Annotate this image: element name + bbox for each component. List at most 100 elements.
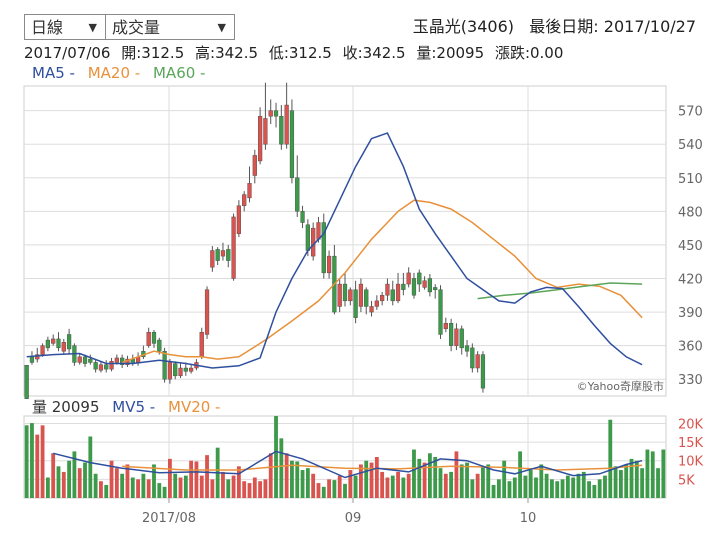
indicator-select-value: 成交量 — [112, 18, 161, 37]
candle-body — [114, 357, 119, 363]
last-date-label: 最後日期: — [529, 17, 599, 36]
volume-bar — [380, 471, 385, 498]
candle-body — [77, 356, 82, 363]
candle-body — [369, 306, 374, 313]
legend-volume: 量 20095 — [32, 398, 100, 416]
volume-bar — [247, 483, 252, 498]
candle-body — [449, 323, 454, 346]
volume-bar — [374, 457, 379, 498]
volume-bar — [417, 458, 422, 498]
candle-body — [300, 211, 305, 223]
volume-bar — [40, 425, 45, 498]
candle-body — [427, 278, 433, 293]
legend-ma20: MA20 - — [87, 64, 141, 82]
volume-bar — [109, 460, 114, 498]
candle-body — [263, 118, 268, 145]
candle-body — [326, 255, 332, 274]
candle-body — [252, 155, 257, 176]
price-tick-label: 480 — [678, 205, 703, 220]
candle-body — [226, 249, 231, 261]
volume-bar — [157, 483, 162, 498]
volume-bar — [592, 484, 597, 498]
volume-bar — [348, 470, 353, 498]
volume-bar — [236, 466, 241, 498]
volume-bar — [475, 473, 480, 498]
volume-bar — [454, 451, 459, 498]
volume-bar — [67, 460, 72, 498]
volume-bar — [396, 471, 400, 498]
candle-body — [98, 364, 104, 371]
volume-bar — [470, 479, 475, 498]
volume-bar — [364, 460, 369, 498]
ohlc-high: 高:342.5 — [195, 44, 259, 62]
volume-bar — [433, 457, 438, 498]
volume-bar — [141, 473, 146, 498]
candle-body — [220, 250, 226, 257]
volume-bar — [603, 475, 607, 498]
volume-bar — [523, 475, 528, 498]
volume-bar — [486, 464, 491, 498]
candle-body — [157, 339, 162, 352]
volume-bar — [152, 464, 156, 498]
price-tick-label: 570 — [678, 105, 703, 120]
candle-body — [321, 222, 326, 274]
period-select-value: 日線 — [31, 18, 64, 37]
candle-body — [210, 250, 215, 268]
volume-bar — [613, 466, 618, 498]
mv20-line — [122, 464, 643, 471]
volume-bar — [290, 460, 294, 498]
ma60-line — [477, 282, 643, 300]
volume-bar — [550, 479, 554, 498]
volume-bar — [231, 475, 236, 498]
candle-body — [40, 345, 45, 355]
price-tick-label: 330 — [678, 373, 703, 388]
volume-bar — [316, 483, 321, 498]
legend-mv5: MV5 - — [112, 398, 156, 416]
volume-bar — [205, 455, 209, 498]
volume-bar — [565, 475, 570, 498]
volume-bar — [629, 458, 634, 498]
price-tick-label: 390 — [678, 306, 703, 321]
x-tick-label: 2017/08 — [142, 511, 196, 526]
candle-body — [24, 365, 29, 399]
legend-ma60: MA60 - — [152, 64, 206, 82]
volume-bar — [412, 449, 416, 498]
volume-bar — [300, 470, 305, 498]
ma20-line — [121, 199, 643, 364]
volume-bar — [268, 453, 273, 498]
candle-body — [422, 280, 427, 288]
volume-bar — [199, 475, 204, 498]
indicator-select[interactable]: 成交量 ▼ — [105, 14, 235, 40]
price-tick-label: 510 — [678, 172, 703, 187]
chevron-down-icon: ▼ — [217, 21, 226, 34]
volume-bar — [311, 473, 316, 498]
candle-body — [173, 363, 178, 377]
candle-body — [104, 364, 109, 370]
candle-body — [167, 362, 173, 380]
candle-body — [401, 283, 406, 290]
legend-mv20: MV20 - — [168, 398, 221, 416]
volume-bar — [295, 461, 300, 498]
volume-bar — [534, 477, 538, 498]
volume-bar — [587, 481, 591, 498]
volume-bar — [618, 470, 623, 498]
legend-ma5: MA5 - — [32, 64, 75, 82]
volume-bar — [507, 481, 512, 498]
volume-bar — [337, 475, 342, 498]
volume-bar — [385, 477, 390, 498]
volume-bar — [99, 481, 103, 498]
volume-bar — [353, 475, 358, 498]
period-select[interactable]: 日線 ▼ — [24, 14, 106, 40]
volume-bar — [56, 466, 61, 498]
volume-bar — [284, 453, 289, 498]
candle-body — [146, 332, 151, 346]
volume-bar — [581, 471, 586, 498]
volume-bar — [327, 479, 331, 498]
volume-tick-label: 10K — [678, 455, 704, 470]
volume-bar — [422, 462, 427, 498]
volume-bar — [401, 477, 406, 498]
candle-body — [61, 342, 66, 352]
candle-body — [151, 332, 157, 344]
volume-bar — [88, 436, 93, 498]
